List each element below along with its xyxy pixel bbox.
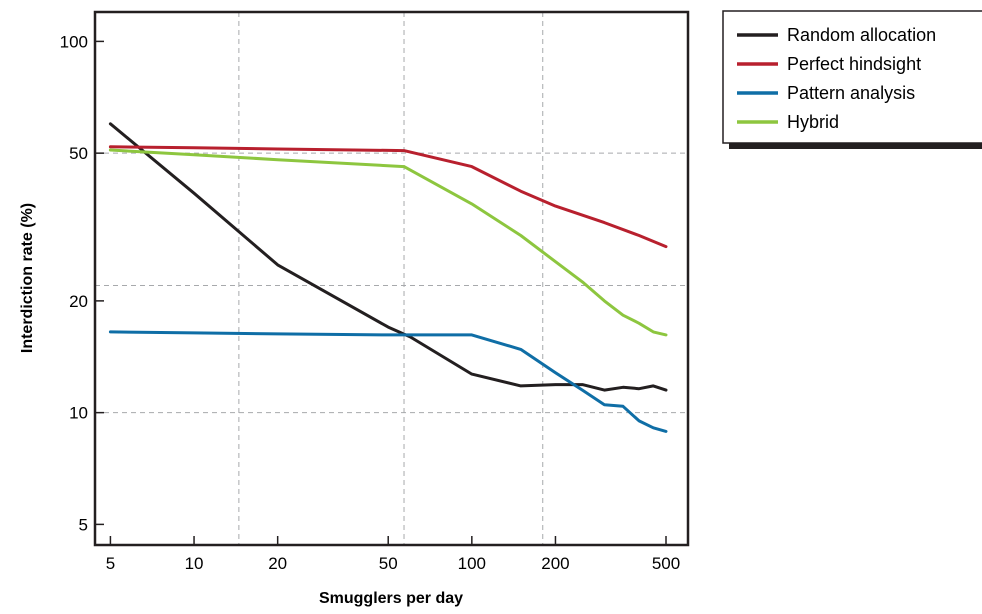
plot-frame (93, 10, 690, 547)
y-tick-label: 100 (60, 32, 88, 51)
y-tick-label: 5 (79, 515, 88, 534)
series-line-3 (108, 148, 668, 337)
series-line-1 (108, 145, 668, 249)
y-axis-title: Interdiction rate (%) (19, 203, 36, 353)
y-tick-label: 10 (69, 404, 88, 423)
y-axis: 5 10 20 50 100 (60, 32, 104, 534)
x-tick-label: 100 (458, 554, 486, 573)
grid (95, 12, 688, 545)
x-tick-label: 5 (106, 554, 115, 573)
legend-label: Hybrid (787, 112, 839, 132)
x-tick-label: 10 (185, 554, 204, 573)
y-tick-label: 20 (69, 292, 88, 311)
legend-label: Perfect hindsight (787, 54, 921, 74)
series-line-2 (108, 330, 668, 433)
y-tick-label: 50 (69, 144, 88, 163)
series-line-0 (108, 122, 668, 392)
legend-label: Pattern analysis (787, 83, 915, 103)
legend-label: Random allocation (787, 25, 936, 45)
legend: Random allocation Perfect hindsight Patter… (722, 10, 982, 149)
x-tick-label: 500 (652, 554, 680, 573)
x-axis-title: Smugglers per day (319, 590, 463, 607)
legend-shadow (729, 143, 982, 149)
x-tick-label: 20 (268, 554, 287, 573)
x-tick-label: 200 (541, 554, 569, 573)
x-axis: 5 10 20 50 100 200 500 (106, 536, 680, 573)
x-tick-label: 50 (379, 554, 398, 573)
series-lines (108, 122, 668, 433)
